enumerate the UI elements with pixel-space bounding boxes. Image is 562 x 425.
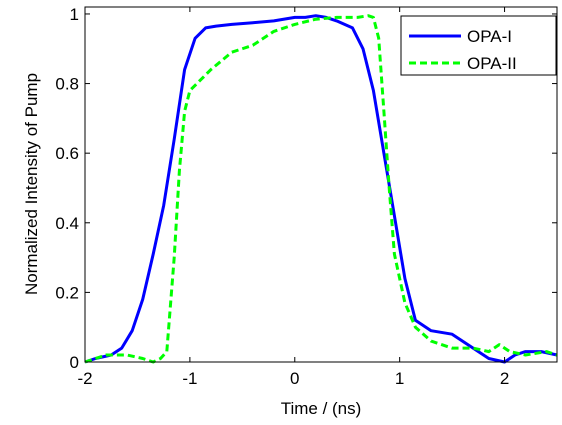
series-line-opa-i (84, 14, 558, 364)
legend-label-opa-i: OPA-I (467, 27, 512, 46)
x-tick-label: 2 (500, 369, 509, 388)
legend-box (400, 15, 557, 76)
y-axis-label: Normalized Intensity of Pump (22, 73, 41, 295)
y-tick-label: 1 (70, 5, 79, 24)
legend-label-opa-ii: OPA-II (467, 54, 517, 73)
x-tick-label: 0 (290, 369, 299, 388)
x-axis-label: Time / (ns) (281, 399, 362, 418)
x-tick-label: 1 (395, 369, 404, 388)
plot-frame (84, 6, 558, 363)
y-tick-label: 0 (70, 353, 79, 372)
y-tick-label: 0.2 (55, 283, 79, 302)
y-tick-label: 0.4 (55, 214, 79, 233)
legend: OPA-I OPA-II (400, 15, 557, 76)
series-line-opa-ii (84, 14, 558, 364)
ticks-layer: -2 -1 0 1 2 0 0.2 0.4 0.6 0.8 1 (55, 5, 557, 388)
x-tick-label: -2 (77, 369, 92, 388)
series-layer (84, 14, 558, 364)
y-tick-label: 0.8 (55, 75, 79, 94)
x-tick-label: -1 (182, 369, 197, 388)
y-tick-label: 0.6 (55, 144, 79, 163)
